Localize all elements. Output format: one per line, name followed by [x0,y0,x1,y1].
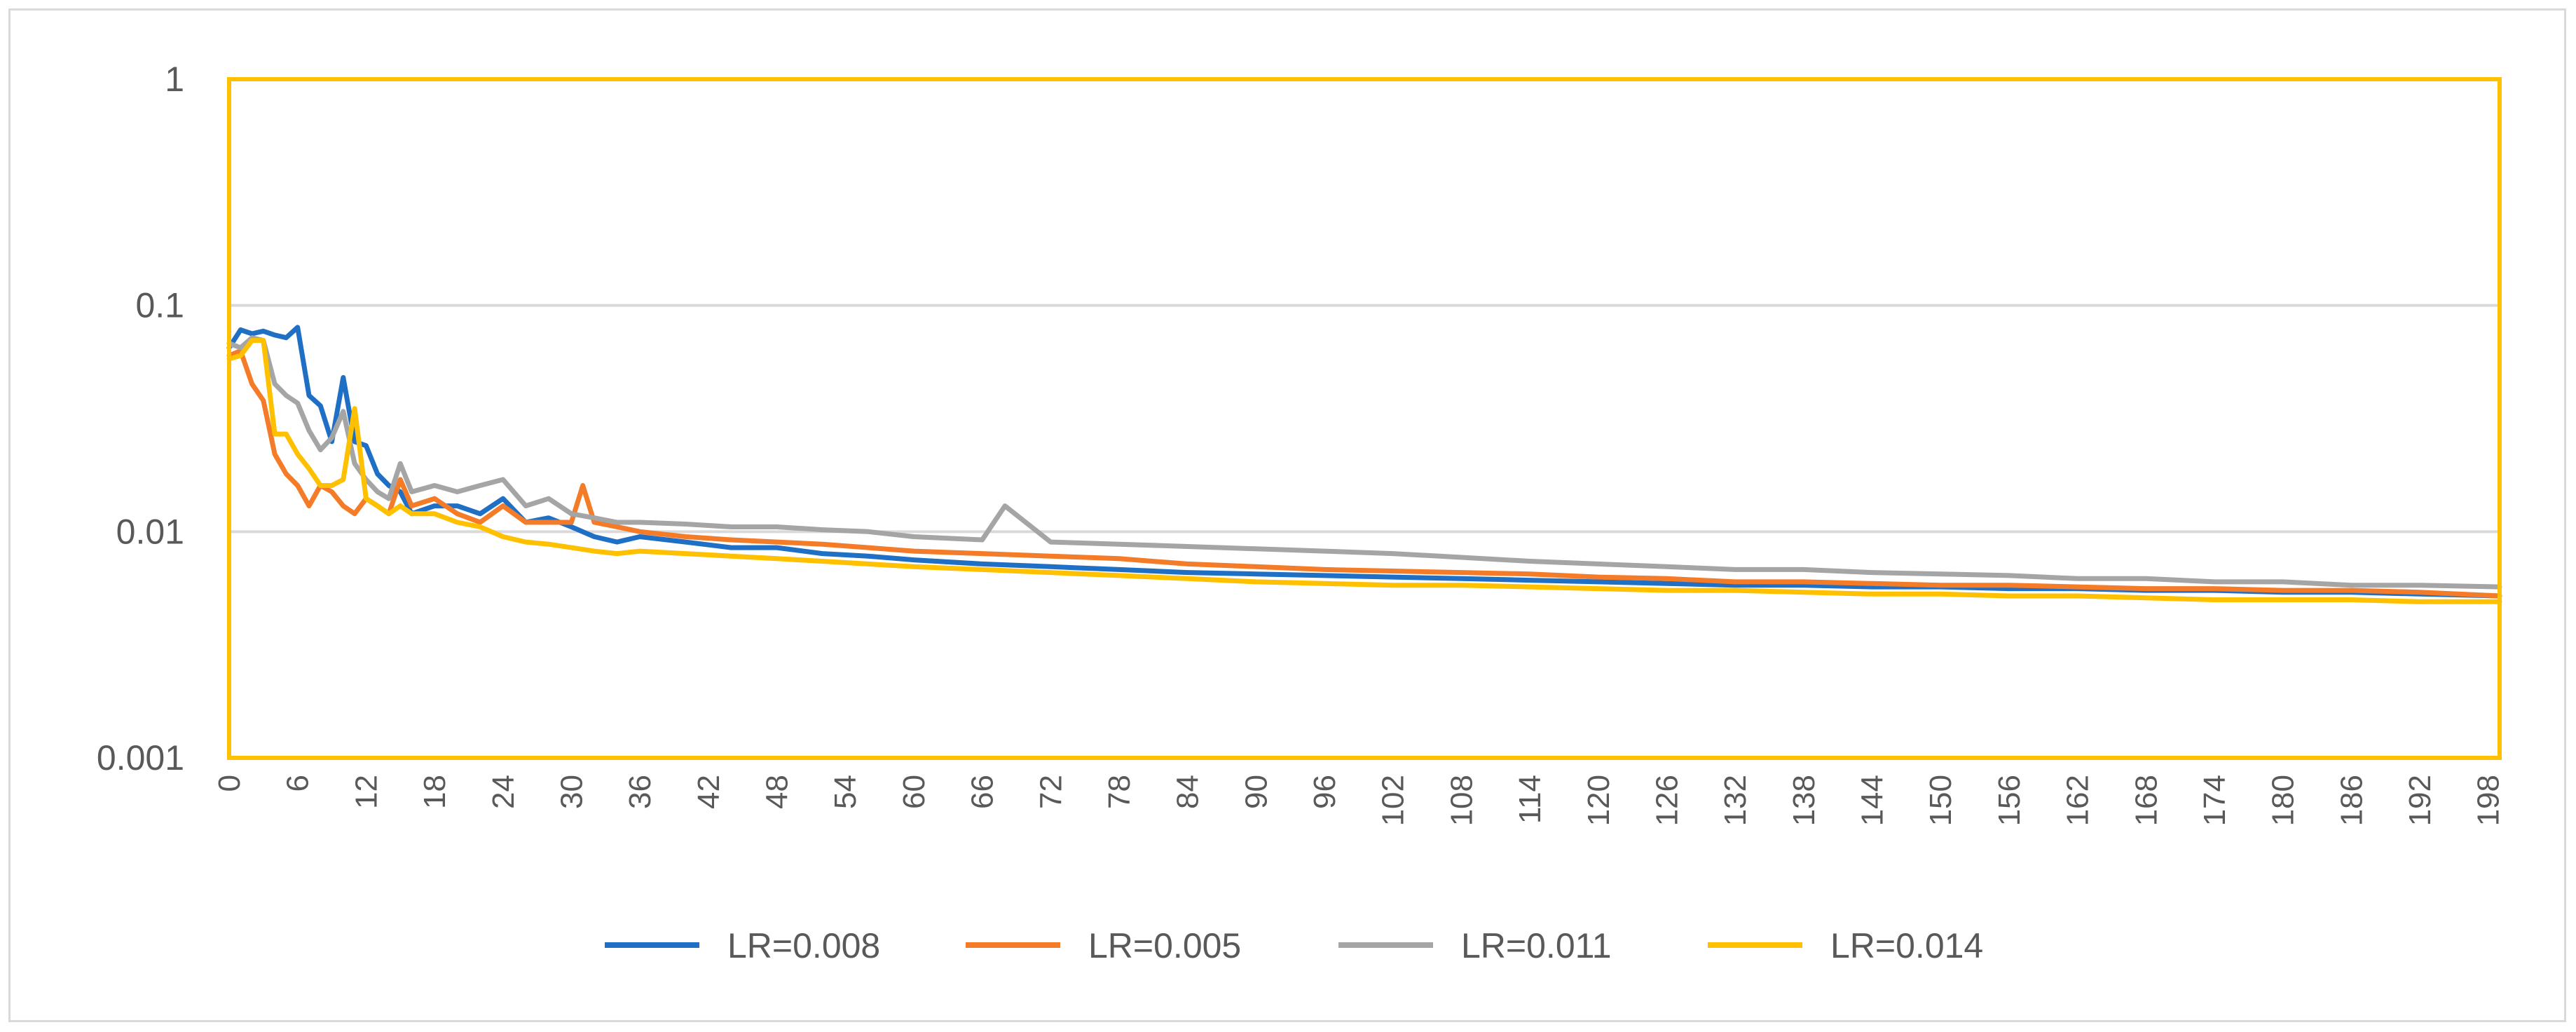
x-tick-label: 90 [1239,775,1273,809]
x-tick-label: 180 [2266,775,2301,826]
x-tick-label: 162 [2061,775,2095,826]
y-tick-label: 1 [165,60,184,99]
series-lines [226,325,2502,604]
x-tick-label: 186 [2334,775,2369,826]
x-tick-label: 24 [486,775,521,809]
x-tick-label: 156 [1992,775,2027,826]
series-line-3 [226,335,2502,590]
x-tick-label: 48 [760,775,795,809]
x-axis-ticks: 0 6 12 18 24 30 36 42 48 54 60 66 72 78 84 90 96 102 108 11… [212,775,2506,826]
series-line-1 [226,325,2502,599]
y-tick-label: 0.01 [116,512,184,551]
x-tick-label: 12 [349,775,383,809]
legend: LR=0.008 LR=0.005 LR=0.011 LR=0.014 [605,926,1983,965]
series-line-2 [226,348,2502,599]
x-tick-label: 66 [966,775,1000,809]
x-tick-label: 108 [1444,775,1479,826]
chart-frame: 1 0.1 0.01 0.001 0 6 12 18 24 30 36 42 48 54 60 66 72 78… [8,8,2566,1022]
x-tick-label: 96 [1308,775,1342,809]
x-tick-label: 36 [623,775,657,809]
x-tick-label: 150 [1924,775,1958,826]
x-tick-label: 18 [418,775,452,809]
x-tick-label: 138 [1787,775,1821,826]
plot-area-border [227,77,2502,760]
x-tick-label: 72 [1034,775,1068,809]
x-tick-label: 60 [897,775,931,809]
legend-label: LR=0.005 [1088,926,1241,965]
y-tick-label: 0.1 [135,286,184,325]
x-tick-label: 192 [2403,775,2437,826]
x-tick-label: 42 [692,775,726,809]
x-tick-label: 144 [1856,775,1890,826]
x-tick-label: 30 [554,775,589,809]
legend-label: LR=0.014 [1830,926,1983,965]
x-tick-label: 114 [1513,775,1547,824]
line-chart: 1 0.1 0.01 0.001 0 6 12 18 24 30 36 42 48 54 60 66 72 78… [97,60,2506,965]
gridlines [229,78,2500,759]
x-tick-label: 168 [2129,775,2163,826]
x-tick-label: 84 [1171,775,1205,809]
x-tick-label: 198 [2472,775,2506,826]
y-tick-label: 0.001 [97,738,184,778]
x-tick-label: 174 [2198,775,2232,826]
y-axis-ticks: 1 0.1 0.01 0.001 [97,60,184,778]
x-tick-label: 126 [1650,775,1684,826]
x-tick-label: 54 [828,775,863,809]
x-tick-label: 102 [1376,775,1411,826]
x-tick-label: 132 [1718,775,1753,826]
series-line-4 [226,338,2502,604]
legend-label: LR=0.008 [727,926,880,965]
x-tick-label: 120 [1582,775,1616,826]
x-tick-label: 0 [212,775,247,792]
legend-label: LR=0.011 [1461,926,1612,965]
x-tick-label: 6 [281,775,315,792]
x-tick-label: 78 [1102,775,1137,809]
